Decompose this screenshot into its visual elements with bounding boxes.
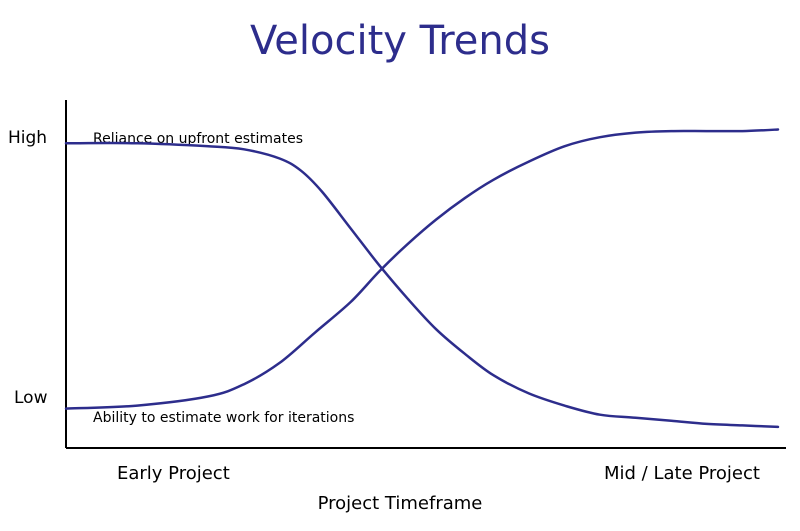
x-tick-label-early: Early Project bbox=[117, 463, 230, 484]
series-line-reliance bbox=[64, 141, 780, 429]
y-tick-label-low: Low bbox=[14, 388, 48, 408]
y-tick-label-high: High bbox=[8, 128, 48, 148]
series-label-ability: Ability to estimate work for iterations bbox=[93, 410, 355, 426]
x-tick-label-mid-late: Mid / Late Project bbox=[604, 463, 760, 484]
series-line-ability bbox=[64, 128, 780, 410]
chart-title: Velocity Trends bbox=[250, 18, 550, 64]
x-axis-title: Project Timeframe bbox=[317, 493, 483, 514]
